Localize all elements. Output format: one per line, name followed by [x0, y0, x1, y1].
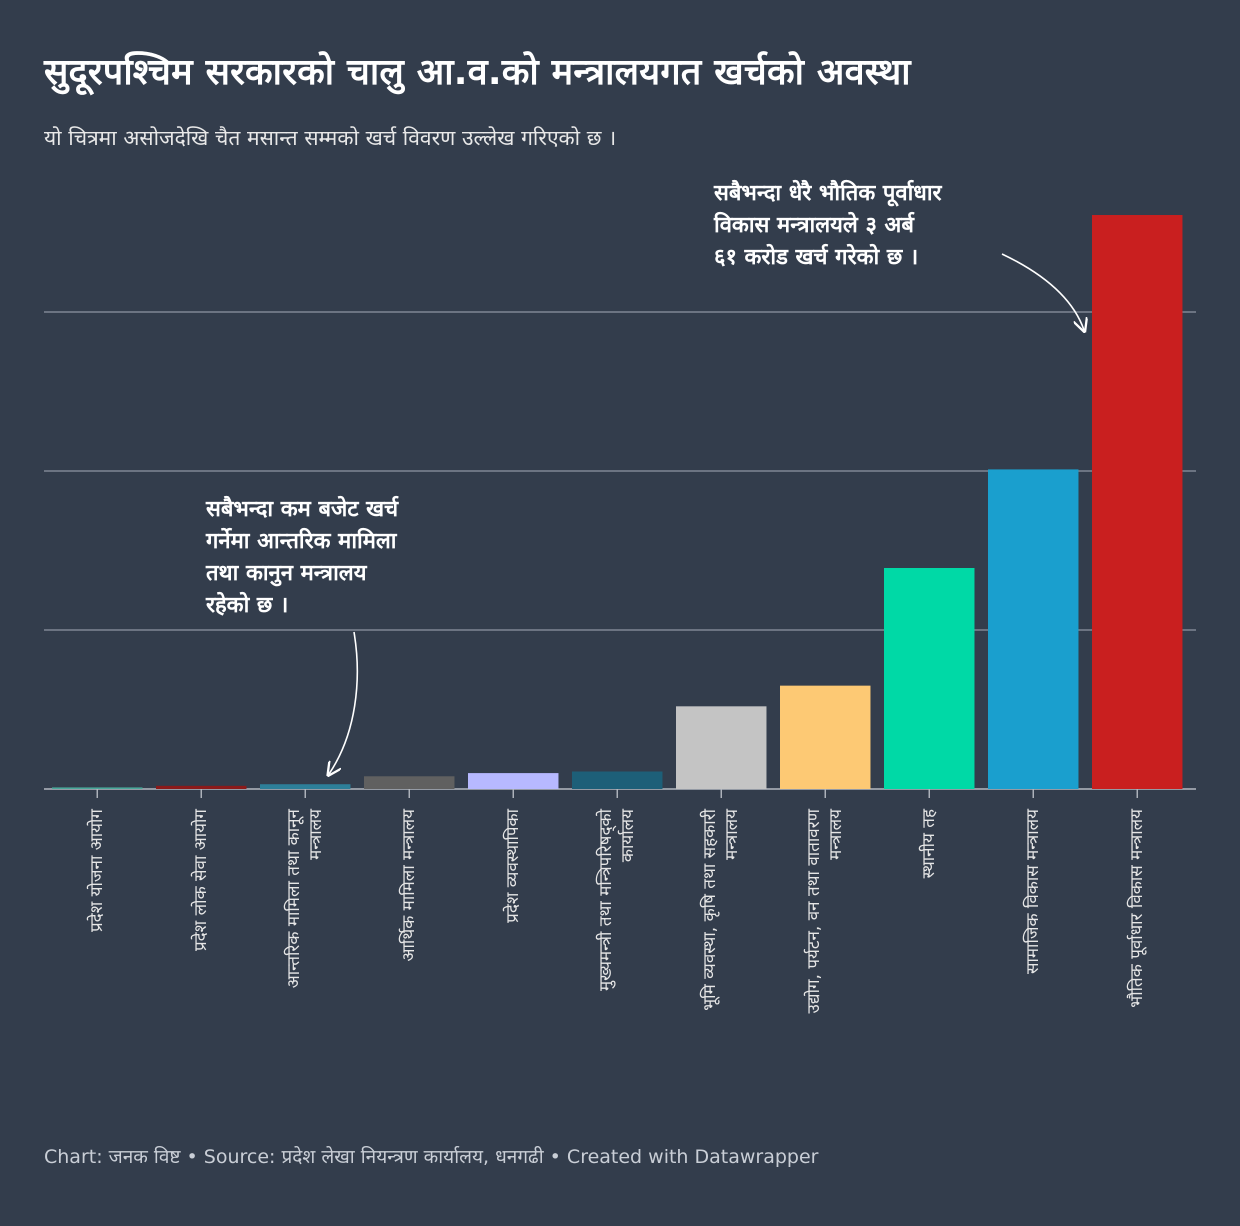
chart-footer: Chart: जनक विष्ट • Source: प्रदेश लेखा न… [44, 1146, 819, 1168]
tick-label-line: प्रदेश व्यवस्थापिका [502, 808, 523, 922]
tick-label-line: उद्योग, पर्यटन, वन तथा वातावरण [803, 808, 824, 1013]
annotation-arrow-max [1001, 253, 1084, 330]
tick-label-line: प्रदेश लोक सेवा आयोग [190, 809, 211, 951]
bar [52, 787, 143, 789]
tick-label: सामाजिक विकास मन्त्रालय [1022, 808, 1043, 974]
bar [572, 771, 663, 789]
bar [988, 469, 1079, 789]
tick-label: भूमि व्यवस्था, कृषि तथा सहकारी मन्त्रालय [699, 808, 742, 1011]
bar [260, 784, 351, 789]
chart-subtitle: यो चित्रमा असोजदेखि चैत मसान्त सम्मको खर… [44, 126, 617, 150]
bar [780, 685, 871, 789]
tick-label-line: स्थानीय तह [918, 808, 939, 878]
tick-label-line: प्रदेश योजना आयोग [86, 809, 107, 932]
tick-label: उद्योग, पर्यटन, वन तथा वातावरण मन्त्रालय [803, 808, 846, 1014]
bar [676, 706, 767, 789]
annotation-min: सबैभन्दा कम बजेट खर्च गर्नेमा आन्तरिक माम… [205, 495, 399, 618]
tick-label-line: सामाजिक विकास मन्त्रालय [1022, 808, 1043, 974]
tick-label: प्रदेश लोक सेवा आयोग [190, 809, 211, 951]
tick-label: प्रदेश योजना आयोग [86, 809, 107, 932]
tick-label-line: भौतिक पूर्वाधार विकास मन्त्रालय [1126, 808, 1147, 1008]
chart-title: सुदूरपश्चिम सरकारको चालु आ.व.को मन्त्राल… [44, 52, 911, 93]
bar [1092, 215, 1183, 789]
tick-label-line: आर्थिक मामिला मन्त्रालय [398, 808, 419, 962]
tick-label-line: भूमि व्यवस्था, कृषि तथा सहकारी [699, 808, 720, 1010]
bars [52, 215, 1183, 789]
tick-label: स्थानीय तह [918, 808, 939, 878]
tick-label-line: आन्तरिक मामिला तथा कानून [283, 808, 304, 988]
tick-label-line: मन्त्रालय [306, 808, 326, 860]
tick-label-line: मन्त्रालय [826, 808, 846, 860]
tick-label: प्रदेश व्यवस्थापिका [502, 808, 523, 922]
tick-label-line: मन्त्रालय [722, 808, 742, 860]
tick-label-line: कार्यालय [617, 808, 638, 862]
annotation-arrow-min [329, 631, 359, 774]
bar [884, 567, 975, 789]
tick-label: आन्तरिक मामिला तथा कानून मन्त्रालय [283, 808, 326, 988]
x-tick-labels: प्रदेश योजना आयोग प्रदेश लोक सेवा आयोग आन्… [86, 789, 1147, 1013]
tick-label: भौतिक पूर्वाधार विकास मन्त्रालय [1126, 808, 1147, 1008]
bar [364, 776, 455, 789]
annotations: सबैभन्दा धेरै भौतिक पूर्वाधार विकास मन्त्… [205, 179, 943, 618]
tick-label: आर्थिक मामिला मन्त्रालय [398, 808, 419, 962]
annotation-max: सबैभन्दा धेरै भौतिक पूर्वाधार विकास मन्त्… [713, 179, 943, 270]
bar [156, 785, 247, 789]
tick-label: मुख्यमन्त्री तथा मन्त्रिपरिषद्‌को कार्याल… [595, 808, 638, 991]
tick-label-line: मुख्यमन्त्री तथा मन्त्रिपरिषद्‌को [595, 808, 617, 991]
bar [468, 773, 559, 789]
